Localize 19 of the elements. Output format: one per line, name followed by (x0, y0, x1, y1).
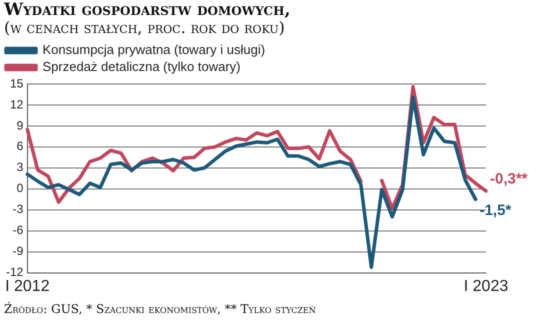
y-tick-label: 9 (16, 118, 24, 132)
chart-subtitle: (w cenach stałych, proc. rok do roku) (4, 18, 285, 37)
x-tick-label: I 2012 (5, 278, 50, 295)
y-tick-label: 0 (16, 181, 24, 196)
legend-label: Sprzedaż detaliczna (tylko towary) (42, 59, 240, 74)
data-label: -0,3** (490, 170, 528, 188)
data-label: -1,5* (480, 202, 512, 220)
y-tick-label: 15 (10, 76, 24, 90)
text: Źródło: GUS, * Szacunki ekonomistów, ** Tylko styczeń (4, 302, 316, 316)
y-tick-label: -6 (12, 223, 24, 238)
y-tick-label: 6 (16, 139, 24, 154)
legend-label: Konsumpcja prywatna (towary i usługi) (42, 42, 266, 58)
y-tick-label: -3 (12, 202, 24, 216)
chart-title: Wydatki gospodarstw domowych, (4, 0, 290, 20)
y-tick-label: 12 (10, 97, 24, 112)
y-tick-label: 3 (16, 160, 24, 174)
y-tick-label: -9 (12, 244, 24, 258)
x-tick-label: I 2023 (464, 278, 508, 295)
y-tick-label: -12 (6, 265, 24, 280)
